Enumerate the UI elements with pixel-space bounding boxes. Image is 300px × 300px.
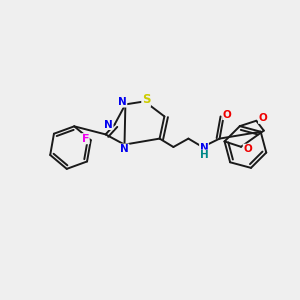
Text: N: N <box>120 144 129 154</box>
Text: O: O <box>243 144 252 154</box>
Text: N: N <box>200 142 208 153</box>
Text: N: N <box>118 97 127 107</box>
Text: F: F <box>82 134 89 144</box>
Text: O: O <box>223 110 232 120</box>
Text: N: N <box>104 119 113 130</box>
Text: S: S <box>142 93 150 106</box>
Text: O: O <box>259 113 267 123</box>
Text: H: H <box>200 150 208 160</box>
